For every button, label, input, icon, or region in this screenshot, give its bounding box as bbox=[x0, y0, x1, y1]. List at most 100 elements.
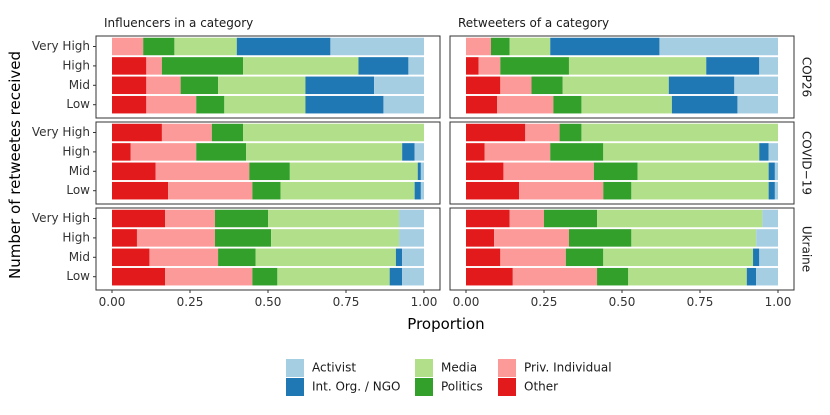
bar-segment-high-priv-individual bbox=[478, 57, 501, 75]
bar-segment-high-activist bbox=[756, 229, 778, 247]
bar-segment-low-activist bbox=[402, 267, 424, 286]
bar-segment-low-int-org-ngo bbox=[414, 181, 421, 200]
bar-segment-mid-other bbox=[466, 248, 501, 267]
legend-swatch bbox=[286, 378, 304, 396]
panel-r2-c1 bbox=[449, 207, 795, 291]
bar-segment-mid-priv-individual bbox=[500, 76, 532, 95]
bar-segment-mid-int-org-ngo bbox=[768, 162, 775, 181]
legend-item-media: Media bbox=[415, 359, 477, 377]
bar-segment-very-high-media bbox=[597, 209, 763, 228]
bar-segment-mid-other bbox=[112, 248, 150, 267]
panel-r0-c1 bbox=[449, 35, 795, 119]
bar-segment-low-int-org-ngo bbox=[389, 267, 403, 286]
bar-segment-very-high-politics bbox=[559, 123, 582, 142]
bar-segment-low-politics bbox=[252, 267, 278, 286]
legend-swatch bbox=[498, 359, 516, 377]
y-tick-label-very-high: Very High bbox=[32, 39, 90, 53]
bar-segment-very-high-priv-individual bbox=[466, 37, 491, 56]
bar-segment-high-activist bbox=[414, 143, 424, 161]
bar-segment-high-politics bbox=[196, 143, 247, 161]
axis-titles: Proportion Number of retweetes received bbox=[6, 51, 485, 333]
bar-segment-very-high-activist bbox=[330, 37, 424, 56]
bar-segment-low-priv-individual bbox=[168, 181, 253, 200]
y-tick-label-mid: Mid bbox=[69, 250, 90, 264]
bar-segment-high-media bbox=[568, 57, 707, 75]
bar-segment-high-priv-individual bbox=[146, 57, 162, 75]
x-tick-label: 0.50 bbox=[609, 295, 636, 309]
legend: Activist Int. Org. / NGO Media Politics Priv… bbox=[286, 359, 612, 396]
bar-segment-low-activist bbox=[420, 181, 424, 200]
bar-segment-high-activist bbox=[408, 57, 424, 75]
legend-swatch bbox=[415, 359, 433, 377]
bar-segment-low-activist bbox=[756, 267, 778, 286]
bar-segment-very-high-politics bbox=[143, 37, 175, 56]
bar-segment-very-high-media bbox=[268, 209, 400, 228]
bar-segment-high-other bbox=[466, 57, 479, 75]
bar-segment-low-other bbox=[466, 95, 498, 114]
y-tick-label-high: High bbox=[62, 144, 90, 158]
bar-segment-mid-other bbox=[112, 76, 147, 95]
bar-segment-very-high-media bbox=[174, 37, 237, 56]
bar-segment-mid-politics bbox=[180, 76, 219, 95]
bar-segment-low-politics bbox=[603, 181, 632, 200]
bar-segment-high-politics bbox=[550, 143, 604, 161]
bar-segment-very-high-media bbox=[581, 123, 778, 142]
bar-segment-mid-media bbox=[218, 76, 306, 95]
bar-segment-mid-other bbox=[112, 162, 156, 181]
legend-label: Other bbox=[524, 380, 558, 394]
panel-r1-c1 bbox=[449, 121, 795, 205]
bar-segment-low-media bbox=[277, 267, 390, 286]
bar-segment-mid-activist bbox=[774, 162, 778, 181]
y-tick-label-low: Low bbox=[66, 97, 90, 111]
bar-segment-high-media bbox=[246, 143, 403, 161]
bar-segment-mid-activist bbox=[374, 76, 424, 95]
bar-segment-mid-activist bbox=[420, 162, 424, 181]
bar-segment-low-other bbox=[112, 267, 166, 286]
bar-segment-mid-media bbox=[255, 248, 396, 267]
bar-segment-high-other bbox=[112, 57, 147, 75]
bar-segment-low-priv-individual bbox=[519, 181, 604, 200]
bar-segment-low-priv-individual bbox=[497, 95, 554, 114]
bar-segment-low-activist bbox=[383, 95, 424, 114]
bar-segment-low-politics bbox=[597, 267, 629, 286]
bar-segment-very-high-politics bbox=[490, 37, 510, 56]
bar-segment-mid-priv-individual bbox=[500, 248, 566, 267]
panel-r1-c0: Very High High Mid Low bbox=[32, 121, 441, 205]
bar-segment-high-activist bbox=[399, 229, 424, 247]
bar-segment-high-priv-individual bbox=[130, 143, 197, 161]
bar-segment-high-int-org-ngo bbox=[402, 143, 415, 161]
bar-segment-mid-media bbox=[637, 162, 769, 181]
bar-segment-mid-politics bbox=[565, 248, 604, 267]
y-tick-label-mid: Mid bbox=[69, 78, 90, 92]
bar-segment-very-high-other bbox=[466, 123, 526, 142]
x-axes: 0.00 0.25 0.50 0.75 1.00 0.00 0.25 0.50 0.75 1.00 bbox=[99, 290, 791, 309]
bar-segment-very-high-priv-individual bbox=[112, 37, 144, 56]
bar-segment-mid-int-org-ngo bbox=[305, 76, 375, 95]
bar-segment-very-high-priv-individual bbox=[509, 209, 544, 228]
bar-segment-low-media bbox=[581, 95, 672, 114]
bar-segment-mid-priv-individual bbox=[149, 248, 219, 267]
bar-segment-very-high-other bbox=[112, 123, 162, 142]
bar-segment-low-politics bbox=[553, 95, 582, 114]
bar-segment-mid-priv-individual bbox=[146, 76, 181, 95]
bar-segment-low-other bbox=[466, 181, 520, 200]
x-tick-label: 0.75 bbox=[687, 295, 714, 309]
y-axis-title: Number of retweetes received bbox=[6, 51, 24, 279]
bar-segment-high-media bbox=[271, 229, 400, 247]
bar-segment-very-high-activist bbox=[399, 209, 424, 228]
legend-label: Politics bbox=[441, 380, 483, 394]
panel-r0-c0: Very High High Mid Low bbox=[32, 35, 441, 119]
x-tick-label: 0.25 bbox=[531, 295, 558, 309]
legend-label: Priv. Individual bbox=[524, 361, 612, 375]
bar-segment-very-high-media bbox=[509, 37, 551, 56]
bar-segment-mid-int-org-ngo bbox=[417, 162, 421, 181]
bar-segment-very-high-media bbox=[243, 123, 424, 142]
x-tick-label: 0.50 bbox=[255, 295, 282, 309]
bar-segment-very-high-int-org-ngo bbox=[236, 37, 331, 56]
bar-segment-mid-int-org-ngo bbox=[395, 248, 403, 267]
bar-segment-high-priv-individual bbox=[484, 143, 551, 161]
bar-segment-low-media bbox=[280, 181, 415, 200]
bar-segment-low-priv-individual bbox=[512, 267, 598, 286]
